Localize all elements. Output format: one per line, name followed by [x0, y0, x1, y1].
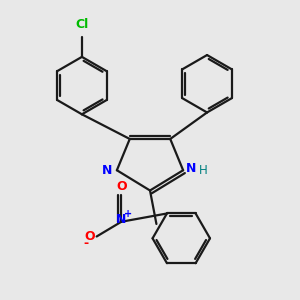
Text: Cl: Cl: [75, 18, 88, 31]
Text: N: N: [186, 162, 196, 175]
Text: N: N: [102, 164, 112, 177]
Text: N: N: [116, 213, 127, 226]
Text: -: -: [84, 237, 89, 250]
Text: H: H: [199, 164, 207, 177]
Text: O: O: [116, 180, 127, 193]
Text: O: O: [84, 230, 95, 243]
Text: +: +: [124, 209, 132, 219]
